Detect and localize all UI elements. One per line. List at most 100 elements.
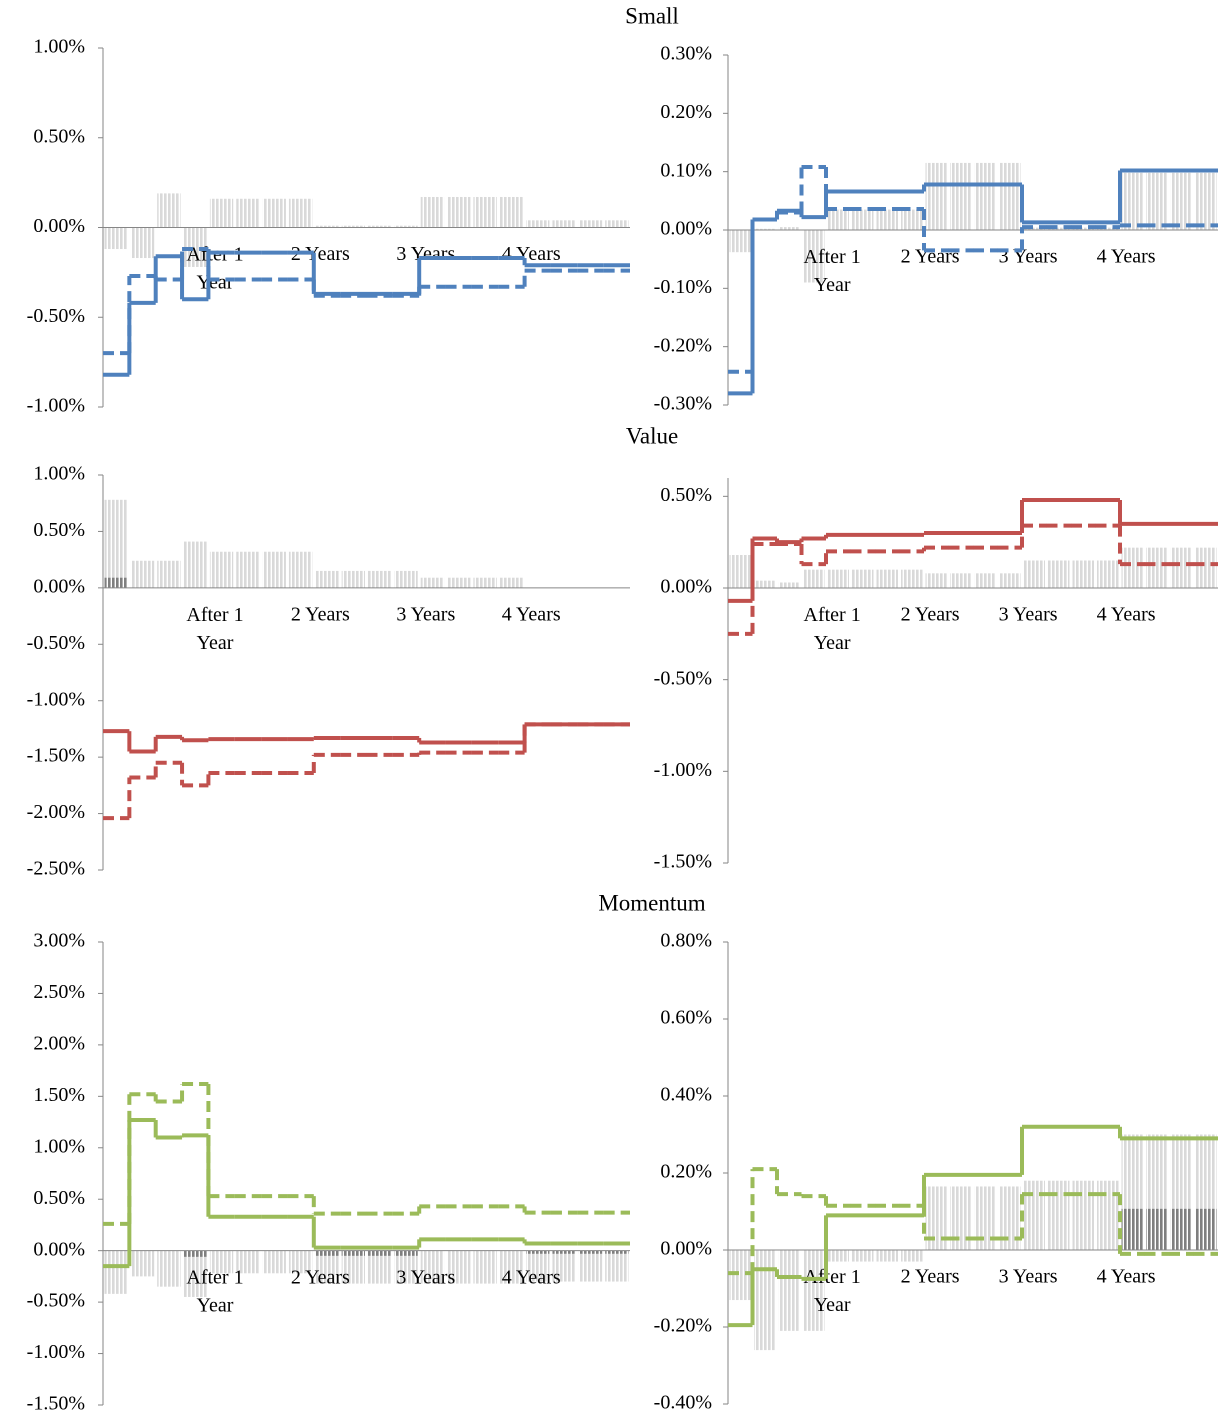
bar xyxy=(974,573,996,588)
bar xyxy=(950,573,972,588)
bar xyxy=(262,198,286,228)
bar xyxy=(1097,227,1119,230)
bar xyxy=(526,1250,550,1282)
bar xyxy=(394,225,418,228)
bar xyxy=(1121,172,1143,230)
bar xyxy=(754,580,776,588)
bar xyxy=(778,227,800,230)
bar xyxy=(420,196,445,228)
x-tick-label: 4 Years xyxy=(1097,1266,1156,1288)
bar xyxy=(130,227,155,259)
x-tick-label: 3 Years xyxy=(396,603,455,625)
x-tick-label: 3 Years xyxy=(999,604,1058,626)
bar xyxy=(552,220,576,228)
bar xyxy=(778,582,800,588)
y-tick-label: -0.10% xyxy=(654,276,712,298)
bar xyxy=(852,569,874,588)
y-tick-label: 1.00% xyxy=(33,1135,85,1157)
y-tick-label: -1.50% xyxy=(654,851,712,873)
y-tick-label: -0.50% xyxy=(27,1290,85,1312)
y-tick-label: 0.50% xyxy=(33,1187,85,1209)
y-tick-label: -0.20% xyxy=(654,1315,712,1337)
bar xyxy=(130,1250,155,1277)
bar xyxy=(341,570,365,588)
bar xyxy=(578,1250,603,1282)
bar xyxy=(827,209,849,230)
bar xyxy=(368,570,392,588)
bar xyxy=(1097,1180,1119,1250)
x-tick-label: 3 Years xyxy=(999,1266,1058,1288)
bar xyxy=(157,1250,181,1287)
x-tick-label: 2 Years xyxy=(901,604,960,626)
y-tick-label: -0.30% xyxy=(654,393,712,415)
y-tick-label: -1.00% xyxy=(654,759,712,781)
bar xyxy=(1195,172,1217,230)
y-tick-label: 2.50% xyxy=(33,981,85,1003)
bar xyxy=(901,209,923,230)
x-tick-label: 3 Years xyxy=(396,1266,455,1288)
bar xyxy=(605,220,629,228)
x-tick-label: 4 Years xyxy=(502,243,561,265)
bar xyxy=(925,1186,947,1250)
bar xyxy=(1048,227,1070,230)
bar xyxy=(288,1250,313,1274)
bar xyxy=(368,1250,392,1256)
bar xyxy=(315,1250,339,1284)
bar xyxy=(368,225,392,228)
bar xyxy=(852,209,874,230)
y-tick-label: -1.00% xyxy=(27,1341,85,1363)
bar xyxy=(420,1250,445,1284)
bar xyxy=(209,198,234,228)
bar xyxy=(341,225,365,228)
bar xyxy=(925,573,947,588)
bar xyxy=(394,1250,418,1256)
bar xyxy=(262,1250,286,1274)
x-tick-label: 3 Years xyxy=(396,243,455,265)
y-tick-label: -2.50% xyxy=(27,858,85,880)
bar xyxy=(578,1250,603,1254)
bar xyxy=(1072,1180,1094,1250)
y-tick-label: 1.00% xyxy=(33,463,85,485)
x-tick-label: 2 Years xyxy=(291,243,350,265)
bar xyxy=(1121,1208,1143,1250)
bar xyxy=(341,1250,365,1256)
y-tick-label: 0.10% xyxy=(660,159,712,181)
bar xyxy=(209,1250,234,1274)
bar xyxy=(236,198,260,228)
bar xyxy=(1170,172,1192,230)
bar xyxy=(1023,1180,1045,1250)
bar xyxy=(420,577,445,588)
bar xyxy=(183,1250,207,1297)
y-tick-label: -0.50% xyxy=(654,667,712,689)
y-tick-label: 0.20% xyxy=(660,1161,712,1183)
bar xyxy=(1023,560,1045,588)
x-tick-label: 2 Years xyxy=(291,1266,350,1288)
y-tick-label: -0.20% xyxy=(654,334,712,356)
y-tick-label: -1.50% xyxy=(27,1393,85,1415)
bar xyxy=(499,577,524,588)
bar xyxy=(852,1250,874,1262)
bar xyxy=(315,570,339,588)
y-tick-label: -1.50% xyxy=(27,745,85,767)
y-tick-label: 1.50% xyxy=(33,1084,85,1106)
y-tick-label: 0.00% xyxy=(660,576,712,598)
bar xyxy=(157,560,181,588)
bar xyxy=(778,1250,800,1331)
bar xyxy=(499,196,524,228)
bar xyxy=(950,1186,972,1250)
x-tick-label: 2 Years xyxy=(901,1266,960,1288)
y-tick-label: 0.30% xyxy=(660,43,712,65)
bar xyxy=(925,162,947,230)
bar xyxy=(499,1250,524,1284)
bar xyxy=(729,230,751,253)
bar xyxy=(552,1250,576,1282)
bar xyxy=(578,220,603,228)
bar xyxy=(876,1250,898,1262)
bar xyxy=(104,499,128,588)
bar xyxy=(447,196,471,228)
y-tick-label: 0.00% xyxy=(33,1238,85,1260)
bar xyxy=(183,541,207,588)
y-tick-label: -0.50% xyxy=(27,305,85,327)
